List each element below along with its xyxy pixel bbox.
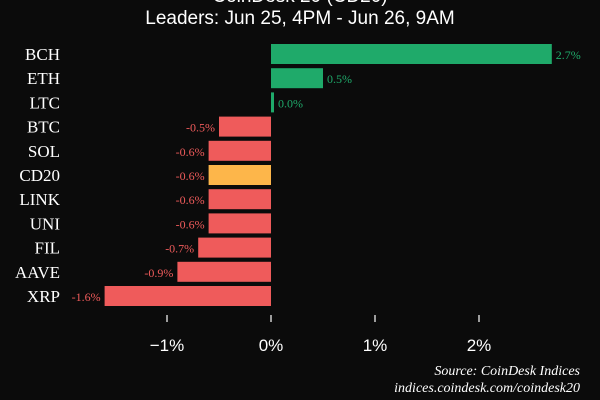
category-label-uni: UNI <box>30 214 61 233</box>
chart-title: CoinDesk 20 (CD20) <box>0 0 600 8</box>
value-label-btc: -0.5% <box>186 121 215 135</box>
bar-cd20 <box>208 165 271 185</box>
value-label-sol: -0.6% <box>176 145 205 159</box>
x-tick-label: 1% <box>363 336 388 355</box>
bar-link <box>208 189 271 210</box>
source-credit: Source: CoinDesk Indices <box>434 364 580 379</box>
category-label-btc: BTC <box>27 118 60 137</box>
category-label-cd20: CD20 <box>19 166 60 185</box>
value-label-uni: -0.6% <box>176 217 205 231</box>
category-label-bch: BCH <box>25 45 60 64</box>
category-label-fil: FIL <box>35 239 61 258</box>
source-url: indices.coindesk.com/coindesk20 <box>394 381 580 396</box>
x-tick-label: −1% <box>150 336 185 355</box>
value-label-ltc: 0.0% <box>278 96 303 110</box>
x-tick-label: 0% <box>259 336 284 355</box>
value-label-eth: 0.5% <box>327 72 352 86</box>
bar-xrp <box>104 286 271 306</box>
category-label-ltc: LTC <box>29 93 60 112</box>
value-label-link: -0.6% <box>176 193 205 207</box>
bar-ltc <box>271 92 274 113</box>
bar-sol <box>208 140 271 161</box>
value-label-fil: -0.7% <box>165 242 194 256</box>
value-label-aave: -0.9% <box>144 266 173 280</box>
bar-aave <box>177 261 271 282</box>
value-label-cd20: -0.6% <box>176 169 205 183</box>
category-label-link: LINK <box>19 190 60 209</box>
bar-uni <box>208 213 271 234</box>
chart-subtitle: Leaders: Jun 25, 4PM - Jun 26, 9AM <box>145 8 455 29</box>
value-label-xrp: -1.6% <box>72 290 101 304</box>
x-tick-label: 2% <box>467 336 492 355</box>
category-label-eth: ETH <box>27 69 60 88</box>
category-label-xrp: XRP <box>27 287 60 306</box>
value-label-bch: 2.7% <box>556 48 581 62</box>
bar-eth <box>271 68 323 89</box>
category-label-sol: SOL <box>28 142 60 161</box>
bar-btc <box>219 116 271 137</box>
category-label-aave: AAVE <box>15 263 60 282</box>
bar-bch <box>271 44 552 64</box>
bar-fil <box>198 237 271 258</box>
